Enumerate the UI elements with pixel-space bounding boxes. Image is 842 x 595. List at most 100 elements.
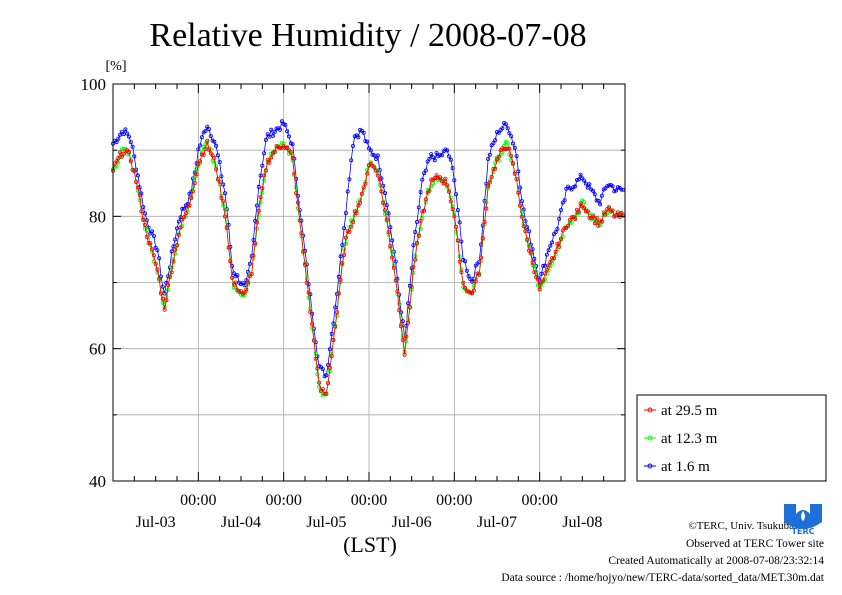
data-point — [507, 146, 512, 151]
data-point — [553, 249, 558, 254]
data-point — [382, 208, 387, 213]
data-point — [343, 210, 348, 215]
data-point — [127, 134, 132, 139]
data-point — [359, 191, 364, 196]
x-date-label: Jul-03 — [136, 514, 176, 531]
data-point — [342, 247, 347, 252]
data-point — [221, 199, 226, 204]
data-point — [448, 199, 453, 204]
data-point — [374, 156, 379, 161]
data-point — [459, 270, 464, 275]
chart-title: Relative Humidity / 2008-07-08 — [149, 17, 586, 54]
data-point — [127, 149, 132, 154]
x-date-label: Jul-04 — [221, 514, 261, 531]
data-point — [473, 279, 478, 284]
data-point — [336, 274, 341, 279]
data-point — [342, 226, 347, 231]
data-point — [493, 138, 498, 143]
data-point — [343, 235, 348, 240]
x-date-label: Jul-06 — [392, 514, 432, 531]
y-tick-label: 60 — [89, 340, 106, 359]
data-point — [345, 189, 350, 194]
data-point — [448, 195, 453, 200]
data-point — [559, 207, 564, 212]
data-point — [585, 209, 590, 214]
data-point — [295, 200, 300, 205]
data-point — [146, 240, 151, 245]
data-point — [423, 197, 428, 202]
data-point — [158, 291, 163, 296]
data-point — [256, 184, 261, 189]
data-point — [454, 229, 459, 234]
data-point — [457, 259, 462, 264]
data-point — [390, 255, 395, 260]
data-point — [150, 247, 155, 252]
data-point — [384, 203, 389, 208]
data-point — [567, 218, 572, 223]
data-point — [450, 207, 455, 212]
data-point — [619, 210, 624, 215]
data-point — [333, 324, 338, 329]
data-point — [393, 278, 398, 283]
data-point — [576, 210, 581, 215]
data-point — [123, 127, 128, 132]
data-point — [539, 271, 544, 276]
data-point — [592, 192, 597, 197]
x-date-label: Jul-07 — [477, 514, 517, 531]
data-point — [182, 206, 187, 211]
data-point — [358, 200, 363, 205]
data-point — [377, 177, 382, 182]
data-point — [356, 203, 361, 208]
data-point — [607, 205, 612, 210]
data-point — [559, 236, 564, 241]
data-point — [331, 337, 336, 342]
data-point — [217, 179, 222, 184]
data-point — [594, 198, 599, 203]
data-point — [420, 177, 425, 182]
data-point — [471, 288, 476, 293]
data-point — [164, 298, 169, 303]
data-point — [406, 301, 411, 306]
data-point — [260, 163, 265, 168]
footer-source: Data source : /home/hojyo/new/TERC-data/… — [501, 572, 824, 584]
data-point — [541, 278, 546, 283]
data-point — [484, 206, 489, 211]
data-point — [146, 225, 151, 230]
data-point — [125, 131, 130, 136]
data-point — [457, 220, 462, 225]
data-point — [599, 193, 604, 198]
data-point — [576, 177, 581, 182]
data-point — [141, 205, 146, 210]
data-point — [374, 168, 379, 173]
data-point — [587, 215, 592, 220]
data-point — [214, 143, 219, 148]
data-point — [502, 146, 507, 151]
data-point — [525, 225, 530, 230]
data-point — [198, 143, 203, 148]
data-point — [614, 188, 619, 193]
data-point — [452, 214, 457, 219]
x-time-label: 00:00 — [436, 492, 472, 509]
terc-logo-icon: TERC — [784, 504, 822, 536]
data-point — [267, 134, 272, 139]
data-point — [182, 215, 187, 220]
data-point — [582, 178, 587, 183]
data-point — [391, 265, 396, 270]
grid-lines — [113, 84, 625, 481]
data-point — [452, 178, 457, 183]
data-point — [315, 372, 320, 377]
data-point — [548, 259, 553, 264]
data-point — [290, 142, 295, 147]
data-point — [334, 310, 339, 315]
data-point — [171, 244, 176, 249]
data-point — [290, 155, 295, 160]
data-point — [283, 145, 288, 150]
data-point — [342, 252, 347, 257]
data-point — [382, 191, 387, 196]
data-point — [361, 185, 366, 190]
legend-label: at 29.5 m — [661, 403, 718, 419]
data-point — [519, 199, 524, 204]
data-point — [292, 171, 297, 176]
data-point — [215, 177, 220, 182]
data-point — [544, 267, 549, 272]
